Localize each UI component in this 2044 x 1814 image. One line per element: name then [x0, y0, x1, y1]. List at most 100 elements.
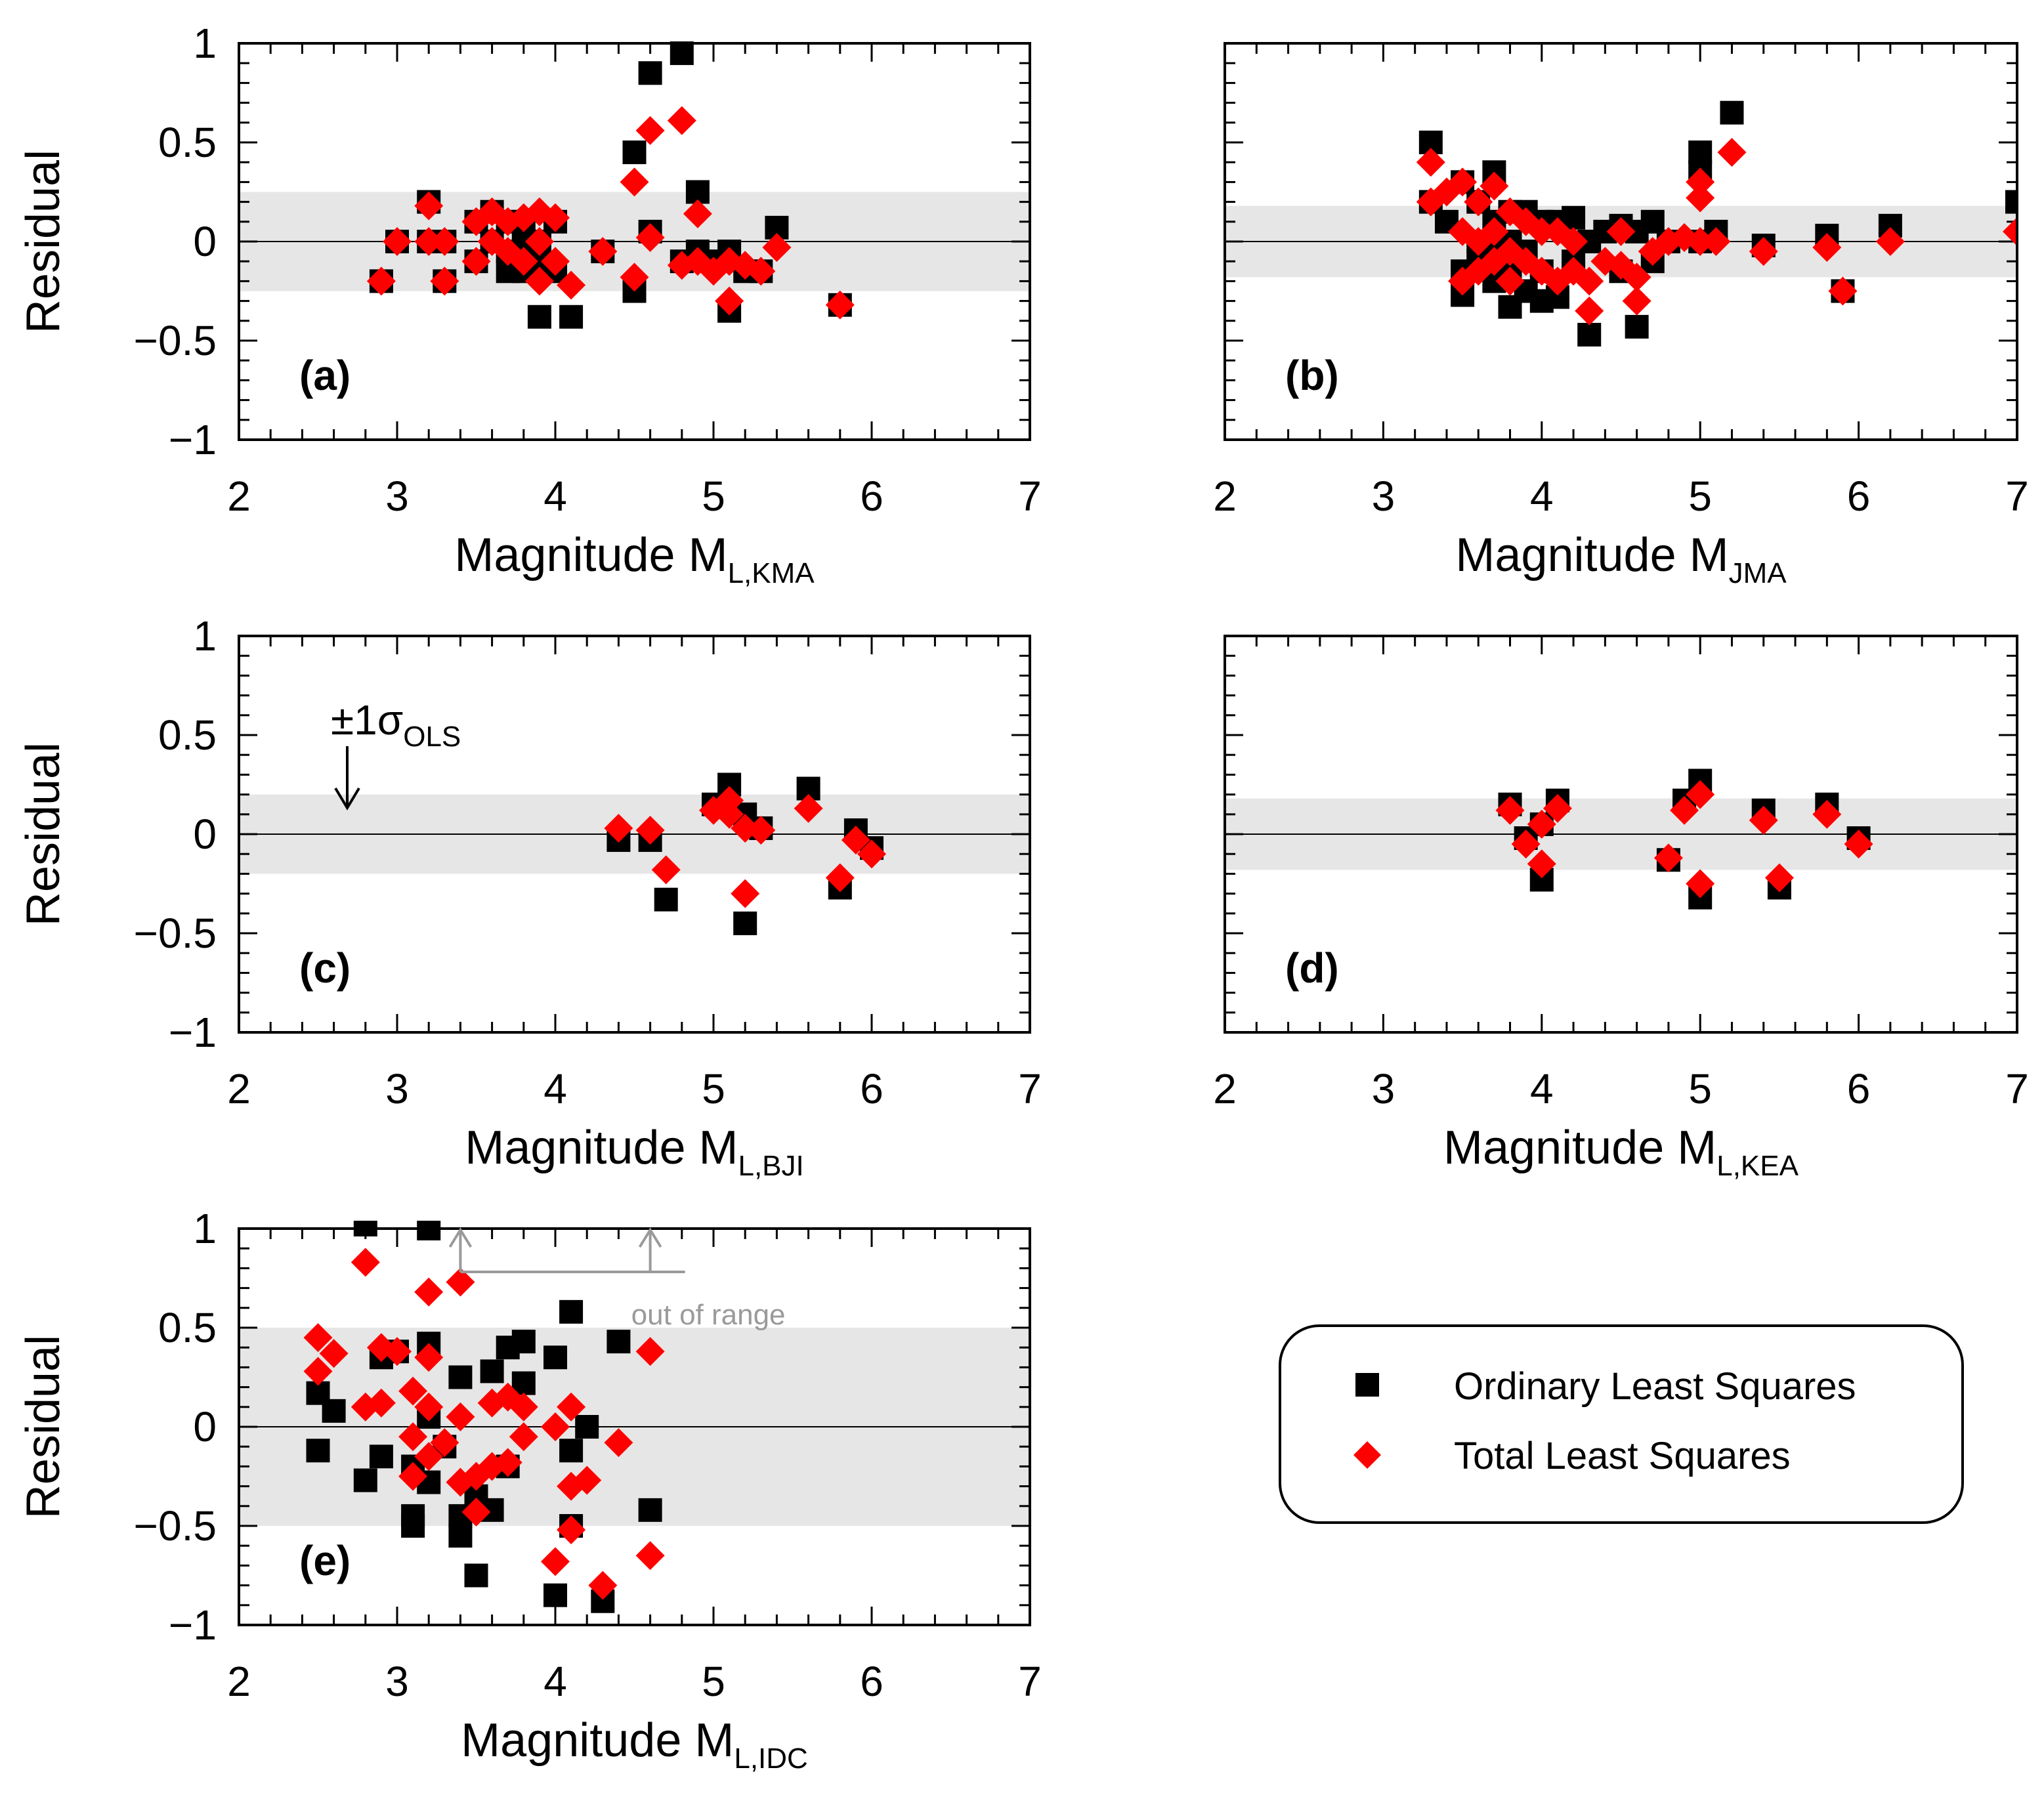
panel-label: (e) [299, 1537, 351, 1584]
y-tick-label: 0.5 [158, 1304, 217, 1351]
tls-point [1653, 843, 1683, 873]
x-tick-label: 4 [543, 473, 567, 520]
tls-point [604, 813, 633, 843]
x-tick-label: 6 [1847, 1065, 1871, 1112]
x-tick-label: 6 [860, 1658, 884, 1705]
tls-point [430, 1428, 459, 1458]
tls-point [762, 233, 792, 263]
x-tick-label: 4 [543, 1658, 567, 1705]
tls-point [1764, 863, 1794, 893]
panel-label: (a) [299, 352, 351, 399]
ols-point [527, 305, 551, 329]
legend-frame [1279, 1324, 1964, 1524]
tls-point [557, 270, 586, 300]
tls-point [841, 826, 870, 855]
x-tick-label: 7 [1018, 1658, 1042, 1705]
ols-point [559, 1439, 584, 1463]
legend-ols-label: Ordinary Least Squares [1454, 1365, 1856, 1408]
ols-point [638, 1498, 662, 1522]
x-tick-label: 5 [702, 473, 725, 520]
out-of-range-arrow-head [448, 1227, 473, 1248]
plot-frame [1224, 635, 2018, 1034]
y-tick-label: 0.5 [158, 119, 217, 166]
y-tick-label: −0.5 [134, 317, 217, 364]
tls-point [1875, 227, 1905, 256]
tls-point [825, 863, 855, 893]
ols-point [733, 911, 757, 935]
tls-point [635, 815, 665, 845]
tls-point [493, 1448, 522, 1477]
tls-point [1480, 217, 1509, 246]
x-axis-title: Magnitude ML,KMA [454, 529, 815, 589]
panel-label: (d) [1285, 944, 1339, 992]
x-tick-label: 2 [1213, 473, 1237, 520]
chart-panel-e: 2 3 4 5 6 7 1 0.5 0 −0.5 −1 Magnitude ML,IDC Residua… [17, 1205, 1042, 1775]
ols-point [670, 41, 694, 66]
tls-point [557, 1515, 586, 1545]
x-axis-title: Magnitude ML,BJI [465, 1122, 804, 1182]
tls-point [1717, 138, 1747, 167]
x-tick-label: 4 [1530, 473, 1554, 520]
tls-point [398, 1422, 428, 1452]
tls-point [1448, 167, 1478, 197]
tls-point [1527, 217, 1556, 246]
tls-point [1575, 266, 1604, 296]
x-tick-label: 2 [227, 1658, 251, 1705]
x-tick-label: 6 [860, 1065, 884, 1112]
tls-point [1749, 805, 1778, 835]
tls-point [1686, 780, 1715, 809]
tls-point [1416, 148, 1445, 177]
tls-point [2003, 217, 2017, 246]
tls-point [383, 1337, 412, 1366]
tls-point [351, 1248, 380, 1277]
x-tick-label: 5 [702, 1658, 725, 1705]
ols-point [1577, 322, 1602, 347]
ols-point [401, 1514, 425, 1538]
x-axis-title: Magnitude ML,IDC [461, 1714, 808, 1775]
ols-point [480, 1359, 504, 1383]
ols-point [575, 1415, 599, 1439]
tls-point [1622, 263, 1651, 292]
y-tick-label: 1 [193, 1205, 217, 1252]
tls-point [414, 191, 444, 221]
tls-point [1575, 296, 1604, 326]
tls-point [1749, 237, 1778, 266]
tls-point [1812, 799, 1842, 829]
ols-point [607, 1330, 631, 1354]
tls-point [1828, 276, 1858, 306]
tls-point [1480, 171, 1509, 201]
tls-point [572, 1466, 602, 1495]
y-tick-label: 1 [193, 20, 217, 67]
y-tick-label: 1 [193, 612, 217, 660]
tls-point [825, 290, 855, 320]
y-tick-label: −1 [169, 1009, 217, 1056]
tls-point [509, 1392, 538, 1422]
chart-panel-a: 2 3 4 5 6 7 1 0.5 0 −0.5 −1 Magnitude ML,KMA Residua… [17, 20, 1042, 589]
tls-point [857, 839, 886, 869]
tls-point [541, 1412, 570, 1441]
ols-point [322, 1399, 346, 1423]
ols-point [559, 1299, 584, 1324]
tls-point [446, 1402, 475, 1431]
sigma-arrow-head [334, 787, 360, 811]
ols-point [511, 1330, 536, 1354]
plot-frame [238, 635, 1031, 1034]
tls-point [524, 227, 554, 256]
tls-point [715, 799, 744, 829]
legend-tls-marker [1353, 1441, 1381, 1469]
tls-point [746, 257, 776, 286]
x-tick-label: 2 [227, 1065, 251, 1112]
x-tick-label: 5 [1688, 1065, 1712, 1112]
x-axis-title: Magnitude ML,KEA [1443, 1122, 1799, 1182]
tls-point [414, 1277, 444, 1307]
tls-point [1543, 793, 1572, 823]
markers [366, 41, 855, 329]
x-tick-label: 5 [702, 1065, 725, 1112]
tls-point [1622, 286, 1651, 316]
tls-point [746, 815, 776, 845]
tls-point [1686, 167, 1715, 197]
tls-point [683, 199, 712, 228]
x-tick-label: 3 [1372, 473, 1395, 520]
plot-frame [1224, 42, 2018, 441]
